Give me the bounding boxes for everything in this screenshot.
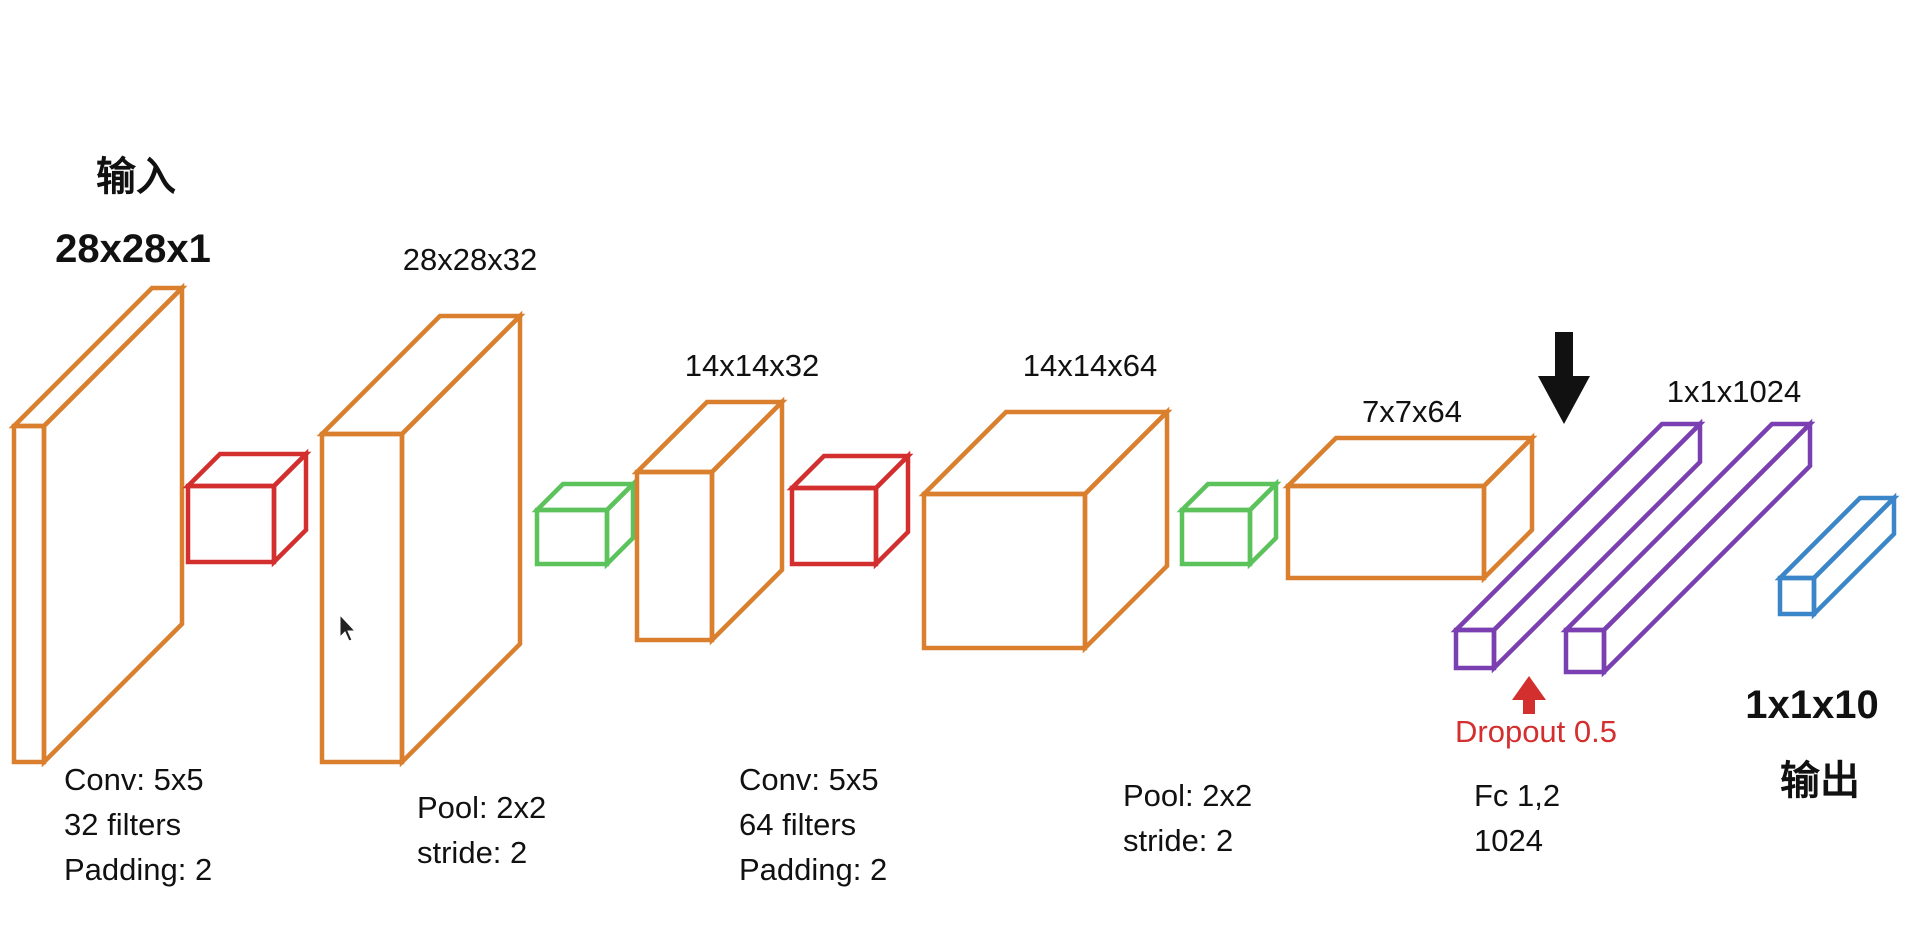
arrow-down-icon [1538, 332, 1590, 424]
pool-kernel-2 [1176, 478, 1282, 570]
layer3-caption-line: stride: 2 [1123, 823, 1233, 858]
conv2-output-block [918, 406, 1173, 654]
layer4-size-label: 7x7x64 [1362, 394, 1462, 429]
layer1-caption-line: Pool: 2x2 [417, 790, 546, 825]
layer3-size-label: 14x14x64 [1023, 348, 1157, 383]
fc-size-label: 1x1x1024 [1667, 374, 1801, 409]
conv-kernel-2 [786, 450, 914, 570]
output-layer-block [1774, 492, 1900, 620]
layer4-caption: Fc 1,2 1024 [1474, 778, 1569, 858]
input-title: 输入 [96, 154, 176, 200]
layer3-caption: Pool: 2x2 stride: 2 [1123, 778, 1261, 858]
input-caption-line: 32 filters [64, 807, 181, 842]
pool-kernel-1 [531, 478, 639, 570]
output-title: 输出 [1780, 758, 1860, 804]
dropout-label: Dropout 0.5 [1455, 714, 1617, 749]
layer3-caption-line: Pool: 2x2 [1123, 778, 1252, 813]
input-layer-block [8, 282, 188, 768]
layer2-caption-line: Padding: 2 [739, 852, 887, 887]
conv1-output-block [316, 310, 526, 768]
pool2-output-block [1282, 432, 1538, 584]
layer2-caption: Conv: 5x5 64 filters Padding: 2 [739, 762, 887, 887]
arrow-up-icon [1512, 676, 1546, 714]
layer1-caption: Pool: 2x2 stride: 2 [417, 790, 555, 870]
fc-layer-2-block [1560, 418, 1816, 678]
layer2-size-label: 14x14x32 [685, 348, 819, 383]
input-caption: Conv: 5x5 32 filters Padding: 2 [64, 762, 212, 887]
fc-layer-1-block [1450, 418, 1706, 674]
conv-kernel-1 [182, 448, 312, 568]
layer4-caption-line: 1024 [1474, 823, 1543, 858]
layer1-caption-line: stride: 2 [417, 835, 527, 870]
input-caption-line: Padding: 2 [64, 852, 212, 887]
layer4-caption-line: Fc 1,2 [1474, 778, 1560, 813]
output-size-label: 1x1x10 [1745, 683, 1878, 727]
layer2-caption-line: Conv: 5x5 [739, 762, 879, 797]
pool1-output-block [631, 396, 788, 646]
input-size-label: 28x28x1 [55, 227, 211, 271]
input-caption-line: Conv: 5x5 [64, 762, 204, 797]
layer2-caption-line: 64 filters [739, 807, 856, 842]
layer1-size-label: 28x28x32 [403, 242, 537, 277]
mouse-cursor-icon [339, 613, 357, 642]
